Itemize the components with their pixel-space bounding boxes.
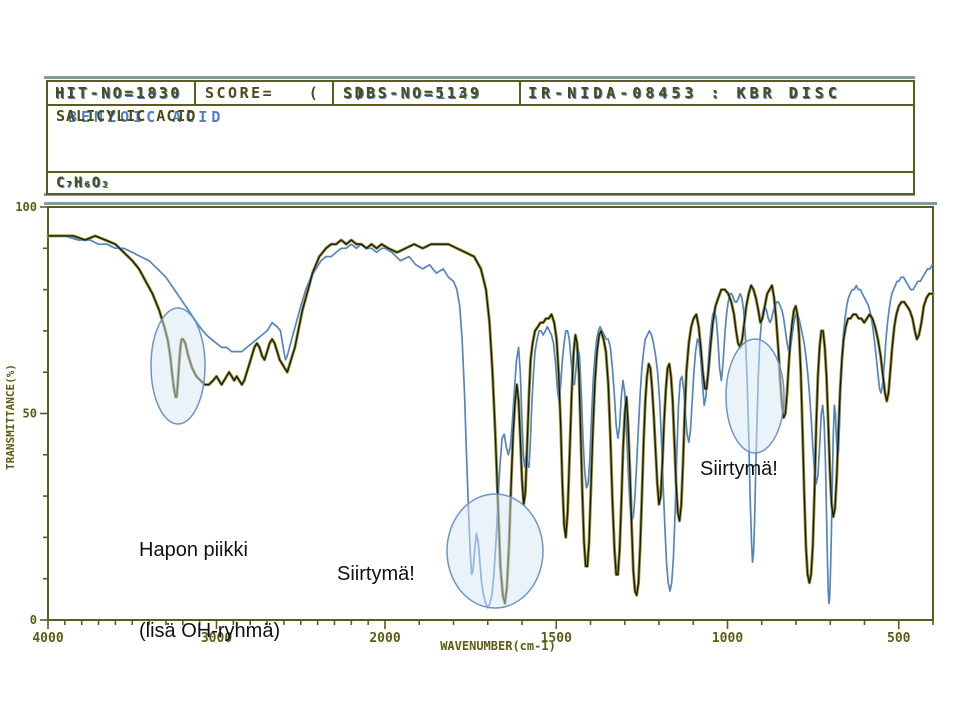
svg-text:50: 50 — [23, 407, 37, 421]
plot-frame — [47, 206, 934, 621]
highlight-ellipse-2 — [446, 493, 544, 609]
compound-name-dark: SALICYLIC ACID — [56, 107, 197, 125]
axis-ticks — [40, 206, 934, 629]
hit-no-value: HIT-NO=1830 — [55, 84, 182, 102]
cell-divider-3 — [519, 82, 521, 104]
cell-divider-2 — [332, 82, 334, 104]
highlight-ellipse-1 — [150, 307, 206, 425]
plot-top-accent-line — [44, 202, 937, 205]
svg-text:1000: 1000 — [712, 631, 743, 646]
annotation-acid-peak: Hapon piikki (lisä OH-ryhmä) — [139, 483, 280, 672]
svg-text:500: 500 — [887, 631, 911, 646]
formula-row-border — [48, 171, 913, 173]
annotation-shift-1: Siirtymä! — [337, 563, 415, 585]
sdbs-no-value-blue: SDBS-NO=1149 — [344, 85, 483, 103]
benzoic-acid-curve — [48, 235, 934, 609]
cell-divider-1 — [194, 82, 196, 104]
molecular-formula-dark: C₇H₆O₃ — [56, 175, 110, 191]
ir-nida-value: IR-NIDA-08453 : KBR DISC — [528, 84, 841, 102]
header-top-accent-line — [44, 76, 915, 79]
axis-labels: 4000 3000 2000 1500 1000 500 0 50 100 — [15, 200, 910, 646]
svg-text:1500: 1500 — [541, 631, 572, 646]
hit-no-value-blue: HIT-NO=1930 — [56, 85, 183, 103]
x-axis-title: WAVENUMBER(cm-1) — [440, 639, 556, 653]
annotation-shift-2: Siirtymä! — [700, 458, 778, 480]
score-value: SCORE= ( ) — [205, 84, 367, 102]
sdbs-no-value: SDBS-NO=5139 — [343, 84, 482, 102]
salicylic-acid-curve — [48, 235, 933, 605]
sdbs-header-table: HIT-NO=1930 HIT-NO=1830 SCORE= ( ) SDBS-… — [46, 80, 915, 195]
svg-text:0: 0 — [30, 613, 37, 627]
row1-bottom-border — [48, 104, 913, 106]
svg-text:3000: 3000 — [201, 631, 232, 646]
highlight-ellipse-3 — [725, 338, 785, 454]
y-axis-title: TRANSMITTANCE(%) — [4, 364, 17, 470]
molecular-formula-blue: C₇H₆O₂ — [57, 176, 111, 192]
svg-text:4000: 4000 — [32, 631, 63, 646]
annotation-acid-peak-line2: (lisä OH-ryhmä) — [139, 620, 281, 642]
svg-text:2000: 2000 — [369, 631, 400, 646]
compound-name-blue: BENZOIC ACID — [68, 108, 225, 126]
svg-text:100: 100 — [15, 200, 37, 214]
highlight-ellipses — [150, 307, 785, 609]
annotation-acid-peak-line1: Hapon piikki — [139, 539, 248, 561]
ir-nida-value-blue: IR-NIDA-08453 : KBR DISC — [529, 85, 842, 103]
